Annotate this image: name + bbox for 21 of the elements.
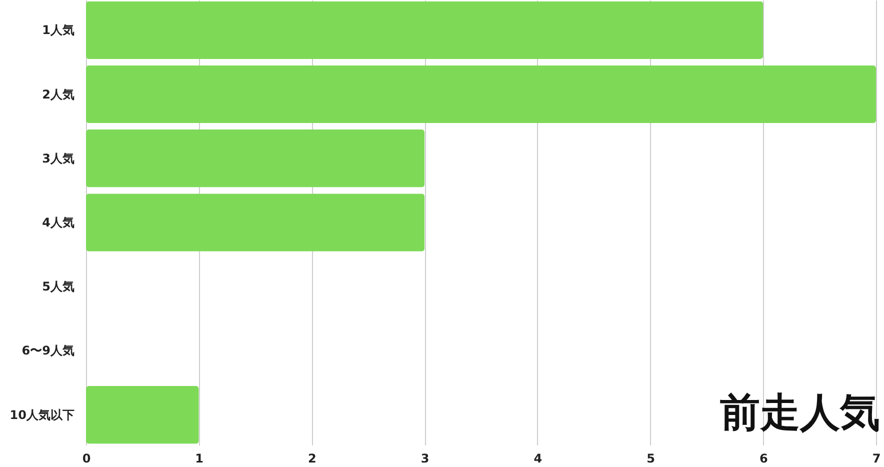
x-tick-label: 7	[872, 452, 881, 466]
bar	[86, 386, 199, 444]
text: 前走人気	[720, 390, 880, 436]
x-tick-label: 0	[82, 452, 91, 466]
x-tick-label: 3	[420, 452, 430, 466]
y-tick-label: 3人気	[42, 151, 74, 166]
x-tick-label: 1	[195, 452, 204, 466]
x-tick-label: 4	[534, 452, 542, 466]
bar	[86, 1, 764, 59]
y-tick-label: 4人気	[42, 216, 74, 230]
y-tick-label: 1人気	[42, 23, 74, 38]
y-tick-label: 2人気	[42, 87, 74, 102]
y-tick-label: 10人気以下	[10, 408, 74, 422]
bar	[86, 130, 425, 188]
y-tick-label: 5人気	[42, 280, 74, 294]
bar	[86, 194, 425, 252]
bar	[86, 65, 876, 124]
x-tick-label: 2	[308, 452, 316, 466]
x-tick-label: 6	[759, 452, 768, 466]
y-tick-label: 6〜9人気	[22, 344, 74, 358]
x-tick-label: 5	[646, 452, 655, 466]
